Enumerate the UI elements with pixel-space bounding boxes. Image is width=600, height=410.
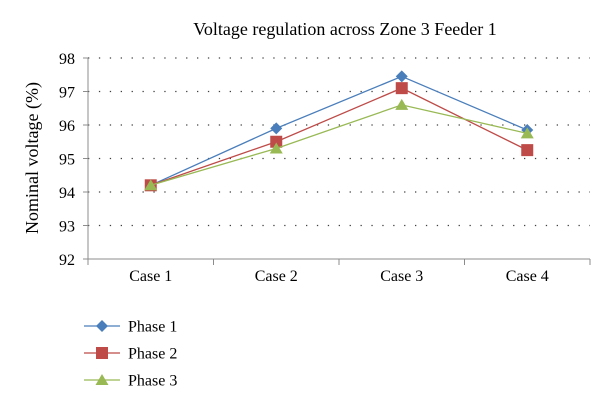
y-tick-label: 98 — [59, 51, 75, 68]
y-tick-label: 94 — [59, 185, 75, 202]
x-tick-label: Case 2 — [255, 268, 298, 285]
series-line — [150, 104, 528, 186]
legend-marker — [96, 347, 108, 359]
y-tick-label: 96 — [59, 118, 75, 135]
data-point — [395, 82, 408, 95]
chart-title: Voltage regulation across Zone 3 Feeder … — [193, 19, 497, 39]
data-point — [395, 98, 409, 110]
series-lines — [144, 70, 534, 192]
x-tick-labels: Case 1 Case 2 Case 3 Case 4 — [129, 268, 549, 285]
x-tick-label: Case 3 — [380, 268, 423, 285]
legend: Phase 1 Phase 2 Phase 3 — [84, 319, 177, 390]
legend-marker — [95, 374, 109, 385]
legend-label: Phase 2 — [128, 346, 177, 363]
y-tick-labels: 92 93 94 95 96 97 98 — [59, 51, 75, 269]
x-tick-label: Case 1 — [129, 268, 172, 285]
axes — [83, 57, 591, 265]
data-point — [270, 122, 283, 135]
data-point — [395, 70, 408, 83]
data-point — [521, 144, 534, 157]
legend-label: Phase 3 — [128, 373, 177, 390]
data-point — [270, 135, 283, 148]
y-tick-label: 92 — [59, 252, 75, 269]
data-point — [520, 127, 534, 139]
y-tick-label: 95 — [59, 152, 75, 169]
y-axis-label: Nominal voltage (%) — [22, 82, 43, 234]
data-point — [144, 179, 158, 191]
legend-label: Phase 1 — [128, 319, 177, 336]
y-tick-label: 97 — [59, 85, 75, 102]
series-line — [150, 75, 528, 186]
data-point — [269, 142, 283, 154]
grid-lines — [88, 57, 590, 227]
legend-marker — [96, 320, 108, 332]
x-tick-label: Case 4 — [506, 268, 549, 285]
y-tick-label: 93 — [59, 219, 75, 236]
